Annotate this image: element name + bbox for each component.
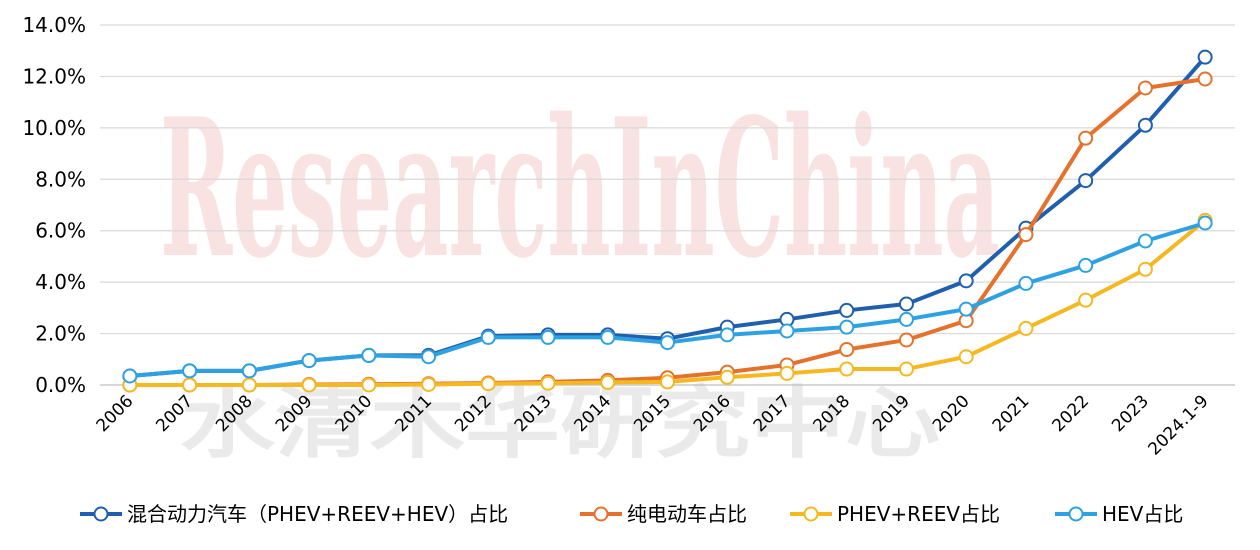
data-point <box>898 296 914 312</box>
data-point <box>1197 71 1213 87</box>
watermark-latin: ResearchInChina <box>160 77 1000 300</box>
data-point <box>480 376 496 392</box>
data-point <box>241 363 257 379</box>
legend-swatch-marker <box>93 506 109 522</box>
data-point <box>1078 130 1094 146</box>
legend-label: 混合动力汽车（PHEV+REEV+HEV）占比 <box>127 502 508 526</box>
data-point <box>600 329 616 345</box>
legend-item: 混合动力汽车（PHEV+REEV+HEV）占比 <box>80 502 508 526</box>
data-point <box>839 361 855 377</box>
data-point <box>480 329 496 345</box>
data-point <box>1137 117 1153 133</box>
legend-label: HEV占比 <box>1102 502 1183 526</box>
data-point <box>898 311 914 327</box>
data-point <box>839 342 855 358</box>
data-point <box>361 377 377 393</box>
x-tick-label: 2021 <box>989 391 1034 436</box>
data-point <box>958 273 974 289</box>
data-point <box>1078 173 1094 189</box>
y-tick-label: 14.0% <box>22 13 86 37</box>
data-point <box>1137 261 1153 277</box>
data-point <box>1018 227 1034 243</box>
data-point <box>898 361 914 377</box>
data-point <box>1137 233 1153 249</box>
data-point <box>122 368 138 384</box>
data-point <box>241 377 257 393</box>
legend-item: HEV占比 <box>1055 502 1183 526</box>
data-point <box>779 365 795 381</box>
data-point <box>958 301 974 317</box>
data-point <box>1018 275 1034 291</box>
legend-label: PHEV+REEV占比 <box>837 502 1000 526</box>
grid <box>100 24 1235 386</box>
data-point <box>1078 292 1094 308</box>
data-point <box>421 349 437 365</box>
data-point <box>1078 257 1094 273</box>
data-point <box>660 335 675 351</box>
watermark-chinese: 水清木华研究中心 <box>180 378 940 469</box>
legend-item: 纯电动车占比 <box>580 502 747 526</box>
data-point <box>719 369 735 385</box>
legend-swatch-marker <box>803 506 819 522</box>
series-4 <box>122 215 1213 384</box>
data-point <box>779 323 795 339</box>
data-point <box>301 377 317 393</box>
y-tick-label: 10.0% <box>22 116 86 140</box>
x-tick-label: 2024.1-9 <box>1144 391 1212 459</box>
legend-label: 纯电动车占比 <box>627 502 747 526</box>
data-point <box>719 327 735 343</box>
watermark: ResearchInChina 水清木华研究中心 <box>160 77 1000 469</box>
y-tick-label: 6.0% <box>35 219 86 243</box>
data-point <box>301 353 317 369</box>
legend-swatch-marker <box>1068 506 1084 522</box>
data-point <box>1197 49 1213 65</box>
data-point <box>361 347 377 363</box>
data-point <box>540 329 556 345</box>
y-tick-label: 8.0% <box>35 167 86 191</box>
data-point <box>958 349 974 365</box>
y-axis: 0.0% 2.0% 4.0% 6.0% 8.0% 10.0% 12.0% 14.0% <box>22 13 86 397</box>
legend-swatch-marker <box>593 506 609 522</box>
y-tick-label: 4.0% <box>35 270 86 294</box>
data-point <box>1197 215 1213 231</box>
data-point <box>898 332 914 348</box>
data-point <box>1137 80 1153 96</box>
data-point <box>839 319 855 335</box>
y-tick-label: 2.0% <box>35 322 86 346</box>
y-tick-label: 0.0% <box>35 373 86 397</box>
series-group <box>122 49 1213 393</box>
data-point <box>660 374 675 390</box>
x-tick-label: 2023 <box>1108 391 1153 436</box>
legend: 混合动力汽车（PHEV+REEV+HEV）占比 纯电动车占比 PHEV+REEV占比… <box>80 502 1183 526</box>
data-point <box>421 376 437 392</box>
x-tick-label: 2006 <box>93 391 138 436</box>
data-point <box>182 377 198 393</box>
data-point <box>182 363 198 379</box>
legend-item: PHEV+REEV占比 <box>790 502 1000 526</box>
data-point <box>1018 320 1034 336</box>
data-point <box>600 374 616 390</box>
data-point <box>540 375 556 391</box>
data-point <box>839 302 855 318</box>
y-tick-label: 12.0% <box>22 64 86 88</box>
x-tick-label: 2022 <box>1048 391 1093 436</box>
